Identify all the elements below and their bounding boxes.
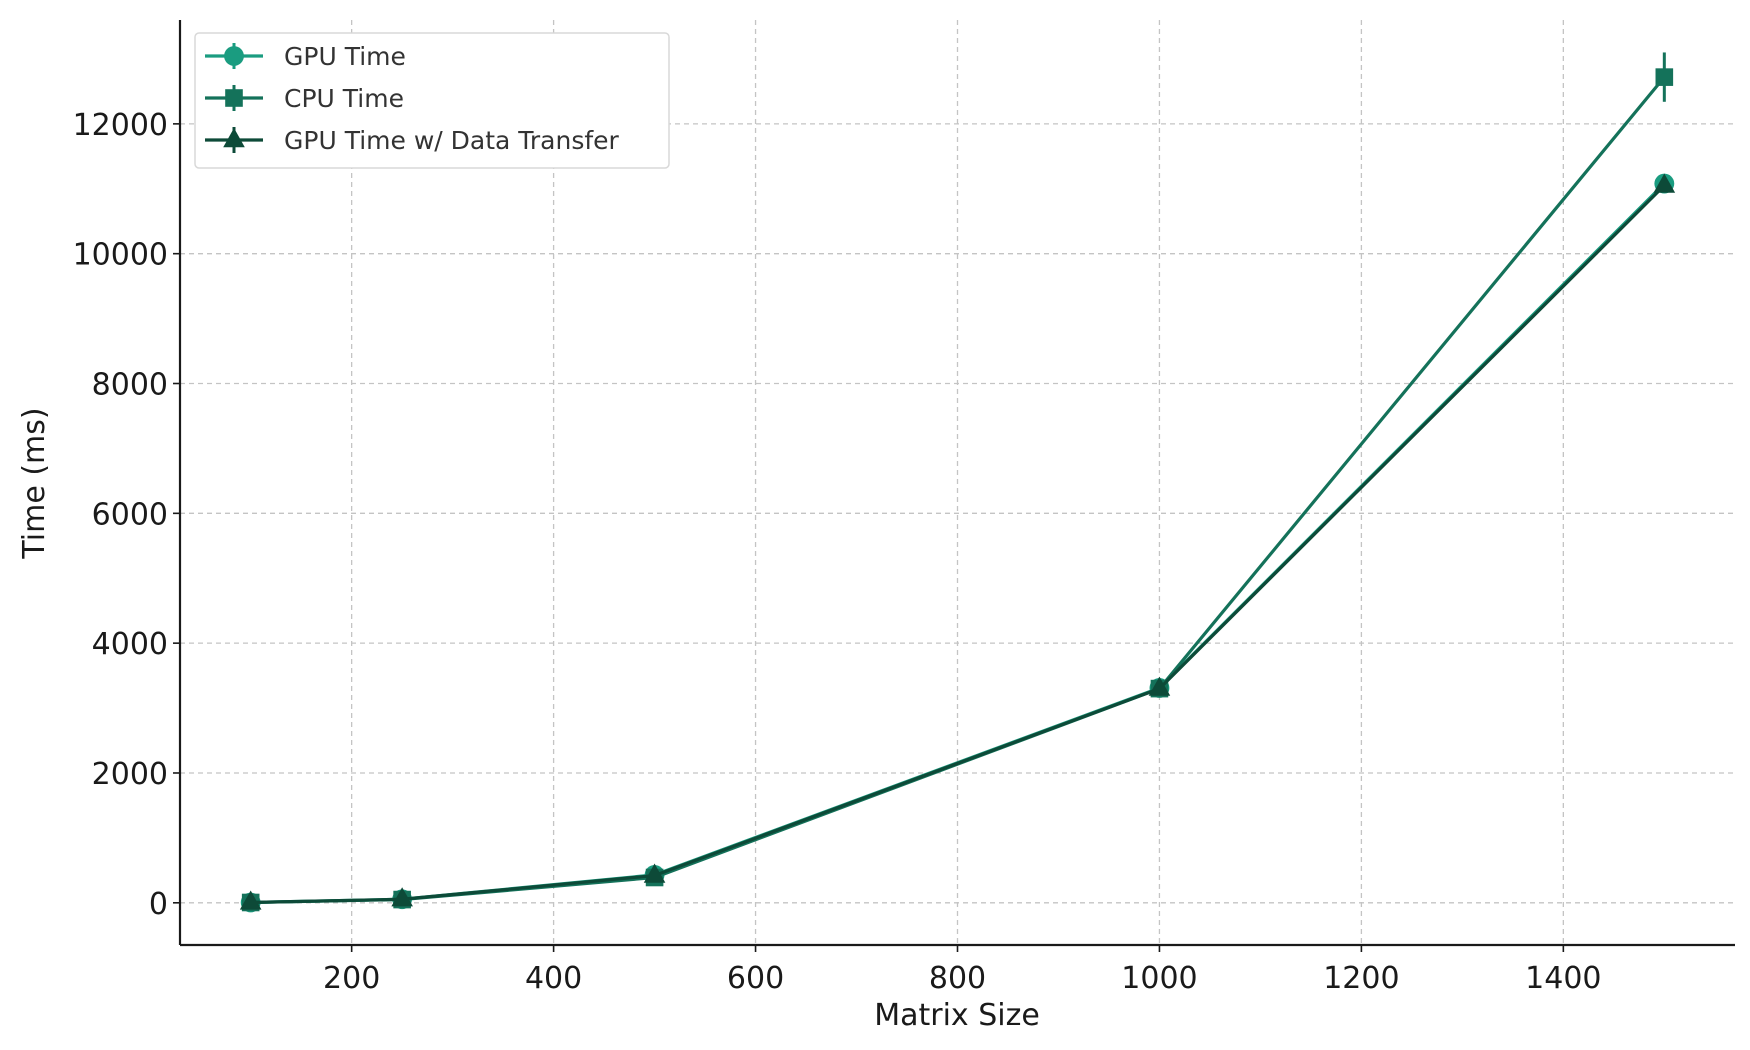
x-tick-label: 1400: [1525, 961, 1601, 996]
series-triangle: [239, 173, 1676, 910]
data-point: [1148, 676, 1171, 696]
legend-label: GPU Time w/ Data Transfer: [284, 126, 620, 155]
legend-item: GPU Time w/ Data Transfer: [205, 126, 620, 155]
data-point: [643, 863, 666, 883]
legend-label: GPU Time: [284, 42, 406, 71]
data-point: [1653, 173, 1676, 193]
legend-label: CPU Time: [284, 84, 404, 113]
x-tick-label: 400: [525, 961, 582, 996]
y-tick-label: 2000: [92, 757, 168, 792]
grid: [180, 20, 1735, 945]
ticks: 200 400 600 800 1000 1200 1400 0 2000 4000 6000 800…: [73, 108, 1602, 996]
legend-box: [194, 32, 670, 169]
legend-marker: [223, 128, 245, 148]
y-tick-label: 0: [149, 887, 168, 922]
legend-marker: [225, 89, 243, 107]
y-axis-title: Time (ms): [17, 407, 52, 559]
data-point: [391, 887, 413, 907]
data-point: [1655, 68, 1674, 86]
data-point: [239, 890, 262, 910]
y-tick-label: 4000: [92, 627, 168, 662]
x-tick-label: 800: [929, 961, 986, 996]
legend-item: GPU Time: [205, 42, 406, 71]
series: [239, 52, 1676, 913]
x-axis-title: Matrix Size: [874, 998, 1040, 1033]
legend: GPU Time CPU Time GPU Time w/ Data Transfe…: [194, 32, 670, 169]
x-tick-label: 200: [323, 961, 380, 996]
x-tick-label: 600: [727, 961, 784, 996]
y-tick-label: 6000: [92, 497, 168, 532]
y-tick-label: 12000: [73, 108, 168, 143]
legend-marker: [224, 46, 244, 66]
y-tick-label: 8000: [92, 368, 168, 403]
x-tick-label: 1200: [1323, 961, 1399, 996]
x-tick-label: 1000: [1121, 961, 1197, 996]
legend-item: CPU Time: [205, 84, 404, 113]
y-tick-label: 10000: [73, 238, 168, 273]
